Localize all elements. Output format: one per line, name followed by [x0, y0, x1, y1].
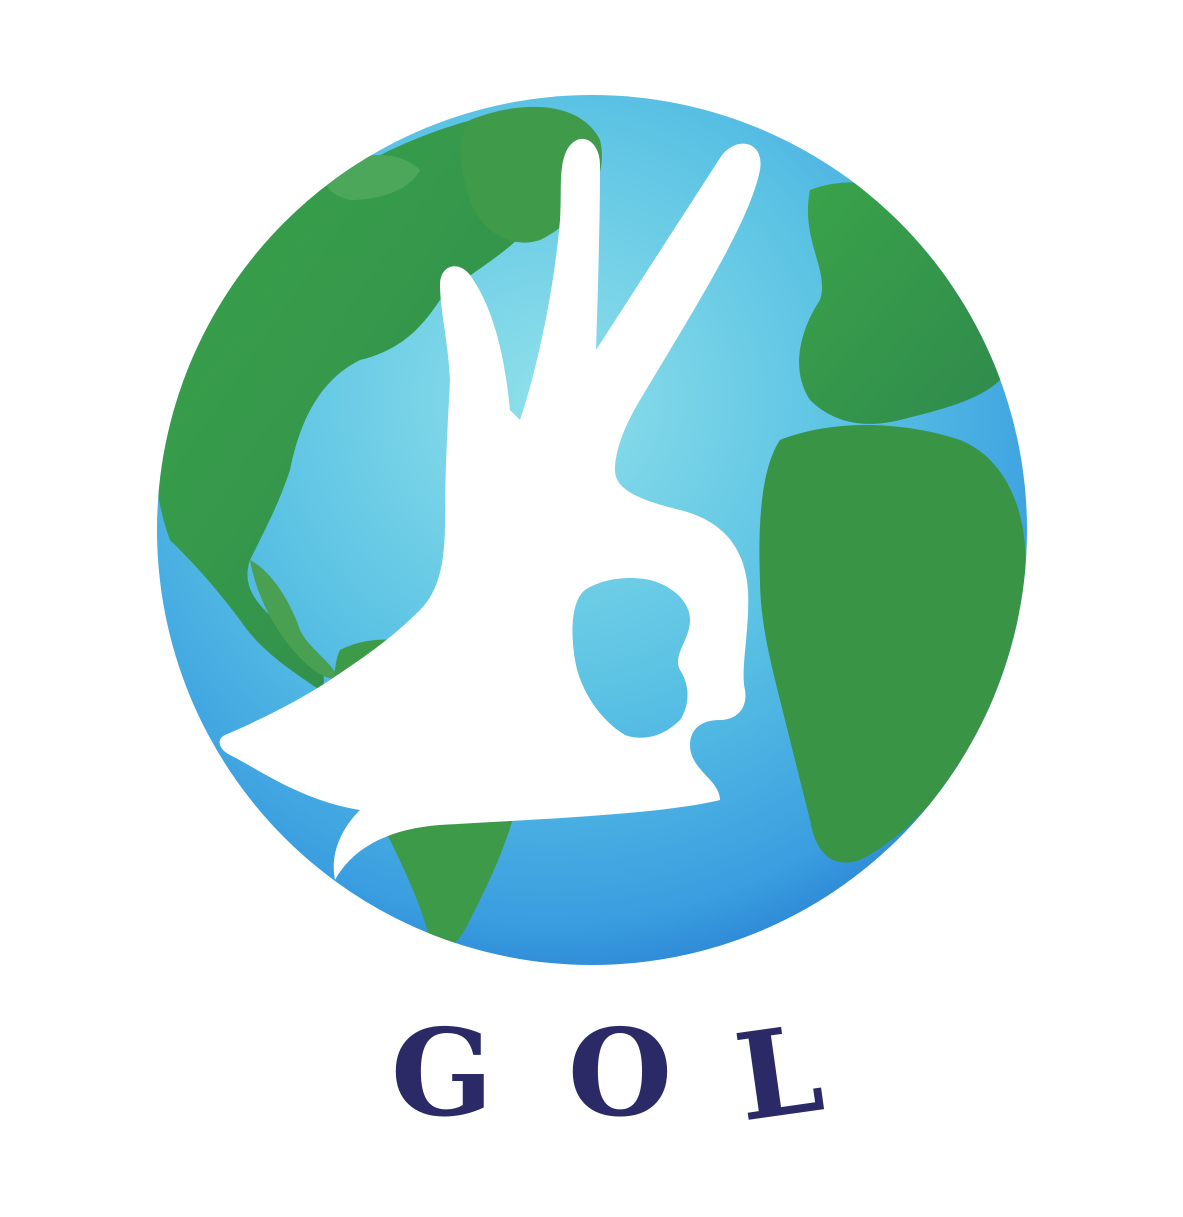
- brand-letter-g: G: [391, 1003, 493, 1144]
- europe: [799, 182, 1004, 424]
- brand-letter-o: O: [568, 1003, 673, 1144]
- brand-wordmark: G O L: [0, 1000, 1183, 1150]
- brand-letter-l: L: [728, 1000, 831, 1149]
